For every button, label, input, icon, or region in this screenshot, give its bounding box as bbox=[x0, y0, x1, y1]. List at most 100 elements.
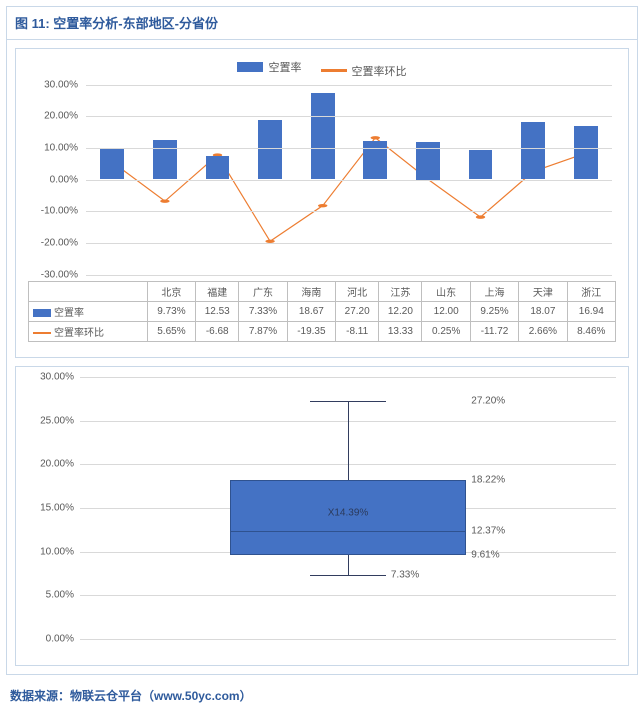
box-label-whisker_high: 27.20% bbox=[471, 396, 505, 407]
trend-line bbox=[112, 137, 585, 240]
category-header: 北京 bbox=[147, 281, 195, 301]
table-cell: 12.00 bbox=[422, 301, 470, 321]
ytick: 20.00% bbox=[44, 111, 78, 122]
combo-yaxis: 30.00%20.00%10.00%0.00%-10.00%-20.00%-30… bbox=[28, 85, 82, 275]
gridline bbox=[86, 243, 612, 244]
table-cell: -19.35 bbox=[287, 321, 335, 341]
line-marker bbox=[371, 136, 380, 139]
gridline bbox=[86, 211, 612, 212]
category-header: 上海 bbox=[470, 281, 518, 301]
table-cell: 2.66% bbox=[519, 321, 567, 341]
table-row: 空置率 9.73%12.537.33%18.6727.2012.2012.009.… bbox=[29, 301, 616, 321]
ytick: -20.00% bbox=[41, 237, 78, 248]
box-plot-area: 30.00%25.00%20.00%15.00%10.00%5.00%0.00%… bbox=[80, 377, 616, 639]
box-ytick: 20.00% bbox=[40, 459, 80, 470]
legend-line: 空置率环比 bbox=[321, 63, 407, 79]
combo-chart: 空置率 空置率环比 30.00% 20.00% 10.00% 0.00% -10.00%… bbox=[15, 48, 629, 358]
table-cell: 9.25% bbox=[470, 301, 518, 321]
table-cell: 13.33 bbox=[379, 321, 422, 341]
gridline bbox=[86, 148, 612, 149]
bar bbox=[363, 141, 387, 180]
table-cell: -11.72 bbox=[470, 321, 518, 341]
row-label: 空置率环比 bbox=[54, 328, 104, 339]
legend-line-label: 空置率环比 bbox=[352, 63, 407, 79]
box-chart: 30.00% 25.00% 20.00% 15.00% 10.00% 5.00% 0.00%… bbox=[15, 366, 629, 666]
legend-bar-label: 空置率 bbox=[268, 59, 301, 75]
whisker-upper bbox=[348, 401, 349, 479]
box-ytick: 5.00% bbox=[46, 590, 80, 601]
bar bbox=[574, 126, 598, 180]
box-ytick: 15.00% bbox=[40, 503, 80, 514]
bar bbox=[469, 150, 493, 179]
gridline bbox=[86, 180, 612, 181]
box-ytick: 25.00% bbox=[40, 415, 80, 426]
table-cell: 16.94 bbox=[567, 301, 615, 321]
figure-title: 图 11: 空置率分析-东部地区-分省份 bbox=[15, 16, 218, 31]
table-cell: -8.11 bbox=[336, 321, 379, 341]
gridline bbox=[80, 595, 616, 596]
bar-swatch-icon bbox=[33, 309, 51, 317]
table-cell: 18.07 bbox=[519, 301, 567, 321]
table-cell: 0.25% bbox=[422, 321, 470, 341]
table-cell: 27.20 bbox=[336, 301, 379, 321]
table-cell: 18.67 bbox=[287, 301, 335, 321]
bar bbox=[311, 93, 335, 179]
bar bbox=[206, 156, 230, 179]
whisker-cap-lower bbox=[310, 575, 385, 576]
table-row-header: 空置率环比 bbox=[29, 321, 148, 341]
table-cell: 8.46% bbox=[567, 321, 615, 341]
table-cell: -6.68 bbox=[196, 321, 239, 341]
bar bbox=[100, 149, 124, 180]
whisker-lower bbox=[348, 555, 349, 575]
category-header: 海南 bbox=[287, 281, 335, 301]
line-swatch-icon bbox=[321, 69, 347, 72]
table-cell: 7.33% bbox=[239, 301, 287, 321]
category-header: 江苏 bbox=[379, 281, 422, 301]
gridline bbox=[80, 377, 616, 378]
box-label-median: 12.37% bbox=[471, 525, 505, 536]
line-swatch-icon bbox=[33, 332, 51, 334]
table-cell: 12.53 bbox=[196, 301, 239, 321]
box-label-q1: 9.61% bbox=[471, 550, 499, 561]
box-mean-label: X14.39% bbox=[328, 508, 369, 519]
ytick: 10.00% bbox=[44, 142, 78, 153]
table-cell: 12.20 bbox=[379, 301, 422, 321]
box-ytick: 10.00% bbox=[40, 546, 80, 557]
table-row-header: 空置率 bbox=[29, 301, 148, 321]
box-ytick: 0.00% bbox=[46, 634, 80, 645]
table-cell: 9.73% bbox=[147, 301, 195, 321]
box-label-whisker_low: 7.33% bbox=[391, 569, 419, 580]
whisker-cap-upper bbox=[310, 401, 385, 402]
figure-frame: 图 11: 空置率分析-东部地区-分省份 空置率 空置率环比 30.00% 20.… bbox=[6, 6, 638, 675]
legend-bar: 空置率 bbox=[237, 59, 301, 75]
ytick: 30.00% bbox=[44, 79, 78, 90]
bar bbox=[521, 122, 545, 179]
ytick: -10.00% bbox=[41, 206, 78, 217]
box-label-q3: 18.22% bbox=[471, 474, 505, 485]
row-label: 空置率 bbox=[54, 308, 84, 319]
bar bbox=[153, 140, 177, 180]
table-row: 空置率环比 5.65%-6.687.87%-19.35-8.1113.330.25… bbox=[29, 321, 616, 341]
bar-swatch-icon bbox=[237, 62, 263, 72]
gridline bbox=[86, 275, 612, 276]
combo-plot-area: 30.00%20.00%10.00%0.00%-10.00%-20.00%-30… bbox=[28, 85, 616, 275]
category-header: 广东 bbox=[239, 281, 287, 301]
box-median bbox=[230, 531, 466, 532]
category-header: 福建 bbox=[196, 281, 239, 301]
ytick: 0.00% bbox=[50, 174, 78, 185]
line-marker bbox=[476, 215, 485, 218]
category-header: 山东 bbox=[422, 281, 470, 301]
gridline bbox=[80, 639, 616, 640]
box-ytick: 30.00% bbox=[40, 372, 80, 383]
category-header: 浙江 bbox=[567, 281, 615, 301]
gridline bbox=[86, 85, 612, 86]
gridline bbox=[86, 116, 612, 117]
ytick: -30.00% bbox=[41, 269, 78, 280]
category-header: 河北 bbox=[336, 281, 379, 301]
figure-title-bar: 图 11: 空置率分析-东部地区-分省份 bbox=[7, 7, 637, 40]
combo-data-table: 北京福建广东海南河北江苏山东上海天津浙江空置率9.73%12.537.33%18… bbox=[28, 281, 616, 342]
table-cell: 5.65% bbox=[147, 321, 195, 341]
table-cell: 7.87% bbox=[239, 321, 287, 341]
source-label: 数据来源：物联云仓平台（www.50yc.com） bbox=[0, 681, 644, 714]
bar bbox=[258, 120, 282, 179]
